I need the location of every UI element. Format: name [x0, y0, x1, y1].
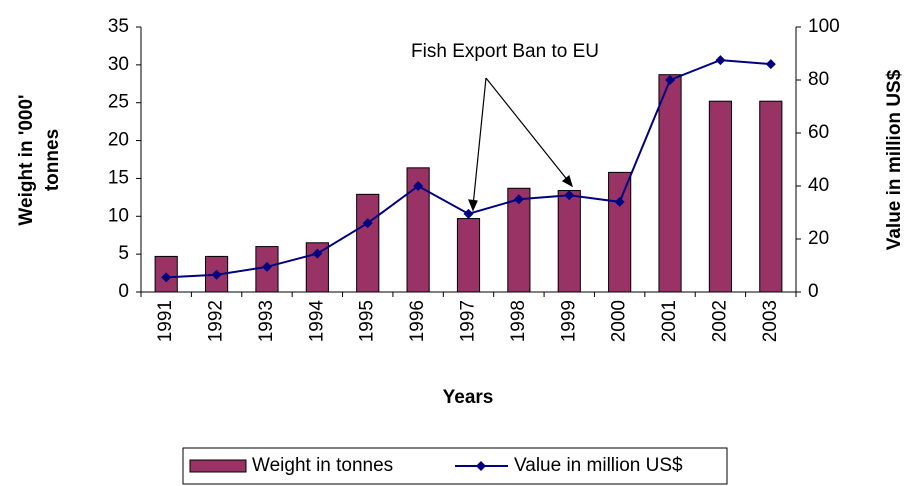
x-tick-label: 1992	[206, 300, 227, 342]
x-tick-label: 1993	[256, 300, 277, 342]
marker	[211, 269, 222, 280]
marker	[564, 190, 575, 201]
x-tick-label: 2001	[659, 300, 680, 342]
marker	[665, 75, 676, 85]
legend-swatch	[189, 459, 247, 473]
y-tick-label: 0	[118, 281, 129, 302]
y-tick-label: 10	[108, 205, 129, 226]
y2-tick-label: 100	[808, 16, 840, 37]
x-tick-label: 2003	[760, 300, 781, 342]
y-tick-label: 35	[108, 16, 129, 37]
bar	[608, 171, 632, 293]
arrow	[472, 77, 487, 207]
marker	[513, 194, 524, 205]
x-tick-label: 1991	[155, 300, 176, 342]
y-tick-label: 15	[108, 167, 129, 188]
bar	[406, 167, 430, 293]
x-tick-label: 1997	[458, 300, 479, 342]
legend-marker	[476, 461, 486, 471]
bar	[759, 100, 783, 293]
legend-label: Weight in tonnes	[252, 455, 393, 476]
y-tick-label: 25	[108, 92, 129, 113]
x-tick-label: 1999	[558, 300, 579, 342]
x-tick-label: 1996	[407, 300, 428, 342]
bar	[456, 218, 481, 293]
bar	[356, 193, 380, 293]
arrow-head	[468, 199, 478, 212]
legend-box	[182, 447, 728, 485]
x-tick-label: 2000	[609, 300, 630, 342]
x-tick-label: 2002	[709, 300, 730, 342]
y2-tick-label: 60	[808, 122, 829, 143]
bar	[557, 190, 581, 293]
x-tick-label: 1994	[306, 300, 327, 343]
legend-label: Value in million US$	[514, 455, 683, 476]
y2-tick-label: 80	[808, 69, 829, 90]
annotation: Fish Export Ban to EU	[411, 41, 599, 62]
marker	[312, 248, 323, 259]
marker	[161, 272, 172, 283]
y-tick-label: 20	[108, 130, 129, 151]
bar	[507, 187, 531, 293]
y2-tick-label: 20	[808, 228, 829, 249]
marker	[362, 218, 373, 229]
y-axis-title: tonnes	[42, 129, 63, 191]
y-tick-label: 5	[118, 243, 129, 264]
marker	[413, 181, 424, 191]
bar	[658, 74, 682, 293]
y-axis-title: Weight in '000'	[16, 94, 37, 225]
x-tick-label: 1995	[357, 300, 378, 342]
y2-tick-label: 40	[808, 175, 829, 196]
x-tick-label: 1998	[508, 300, 529, 342]
arrow	[485, 77, 570, 183]
marker	[614, 196, 625, 207]
marker	[463, 208, 474, 219]
y2-axis-title: Value in million US$	[884, 69, 905, 250]
y2-tick-label: 0	[808, 281, 819, 302]
marker	[261, 261, 272, 272]
arrow-head	[561, 174, 573, 188]
marker	[765, 59, 776, 70]
bar	[708, 100, 733, 293]
x-axis-title: Years	[443, 387, 494, 408]
annotation-arrows	[468, 77, 573, 212]
marker	[715, 55, 726, 66]
y-tick-label: 30	[108, 54, 129, 75]
